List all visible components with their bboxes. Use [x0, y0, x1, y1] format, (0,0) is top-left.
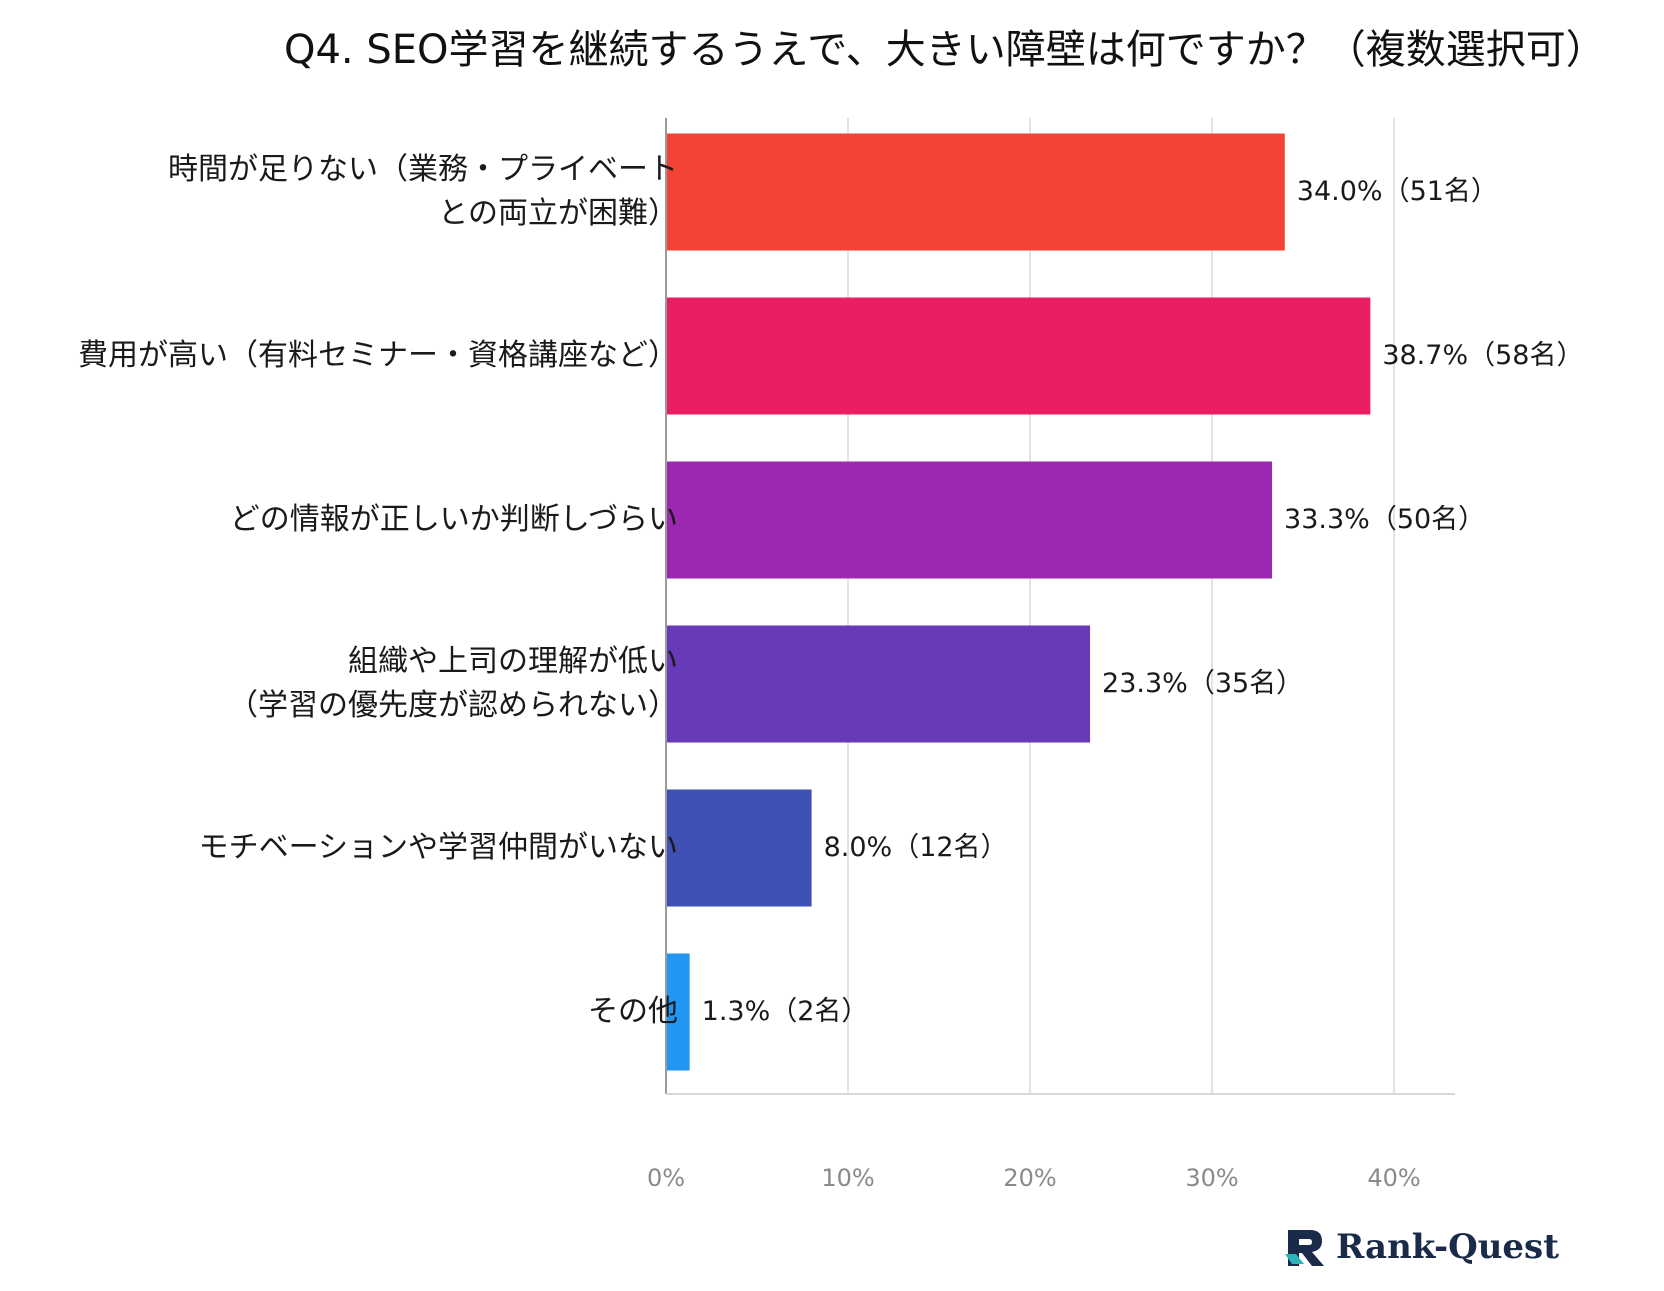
category-label-line: 時間が足りない（業務・プライベート: [168, 152, 678, 187]
bar-value-label: 1.3%（2名）: [701, 996, 869, 1027]
x-tick-label: 10%: [821, 1164, 875, 1192]
category-label-line: どの情報が正しいか判断しづらい: [229, 502, 678, 537]
category-label: 費用が高い（有料セミナー・資格講座など）: [78, 334, 678, 378]
bar: [667, 625, 1091, 743]
bar: [667, 133, 1285, 251]
bar-value-label: 33.3%（50名）: [1284, 504, 1486, 535]
x-tick-label: 0%: [646, 1164, 686, 1192]
bar-value-label: 8.0%（12名）: [823, 832, 1008, 863]
category-label-line: 組織や上司の理解が低い: [348, 644, 678, 679]
category-label: その他: [588, 990, 678, 1034]
category-label-line: （学習の優先度が認められない）: [228, 688, 678, 723]
bar: [667, 953, 690, 1071]
gridlines: [847, 118, 1395, 1094]
category-label-line: との両立が困難）: [438, 196, 678, 231]
rank-quest-logo-icon: [1285, 1230, 1324, 1266]
bar-value-label: 38.7%（58名）: [1382, 340, 1584, 371]
axes: [665, 118, 1455, 1095]
brand-name: Rank-Quest: [1336, 1227, 1559, 1267]
bar-value-label: 34.0%（51名）: [1296, 176, 1498, 207]
bar-value-label: 23.3%（35名）: [1102, 668, 1304, 699]
chart-title: Q4. SEO学習を継続するうえで、大きい障壁は何ですか？（複数選択可）: [284, 27, 1606, 73]
bar: [667, 461, 1273, 579]
category-label: 組織や上司の理解が低い （学習の優先度が認められない）: [228, 640, 678, 728]
bar: [667, 789, 812, 907]
brand-logo: Rank-Quest: [1282, 1224, 1559, 1270]
category-label-line: モチベーションや学習仲間がいない: [198, 830, 678, 865]
category-label: モチベーションや学習仲間がいない: [199, 826, 678, 870]
x-tick-label: 40%: [1367, 1164, 1421, 1192]
x-tick-label: 30%: [1185, 1164, 1239, 1192]
bar: [667, 297, 1371, 415]
x-tick-label: 20%: [1003, 1164, 1057, 1192]
category-label: 時間が足りない（業務・プライベートとの両立が困難）: [168, 148, 678, 236]
bars: [667, 133, 1371, 1071]
category-label-line: 費用が高い（有料セミナー・資格講座など）: [78, 338, 678, 373]
category-label: どの情報が正しいか判断しづらい: [230, 498, 678, 542]
category-label-line: その他: [588, 994, 678, 1029]
